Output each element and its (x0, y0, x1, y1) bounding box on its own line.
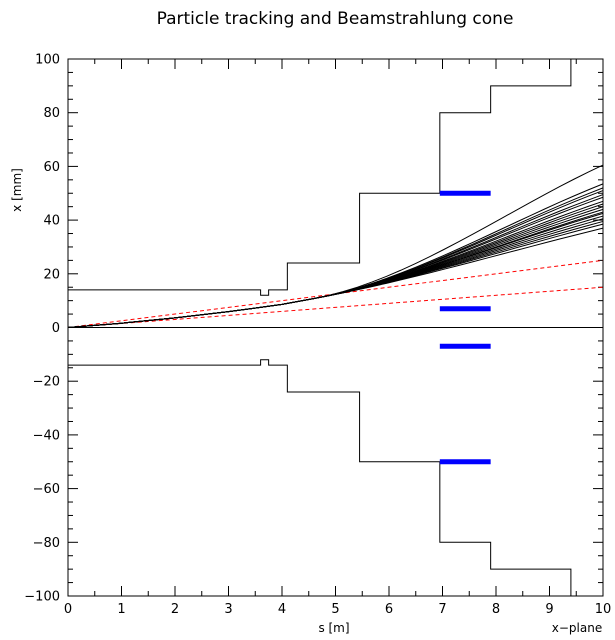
y-tick-label: 80 (43, 106, 60, 121)
x-tick-label: 4 (278, 602, 286, 617)
y-tick-label: −80 (33, 536, 60, 551)
y-tick-label: 20 (43, 267, 60, 282)
y-tick-label: −20 (33, 375, 60, 390)
y-tick-label: 60 (43, 160, 60, 175)
aperture-upper (68, 59, 572, 296)
track-line (67, 227, 604, 328)
x-tick-label: 1 (117, 602, 125, 617)
x-tick-label: 0 (64, 602, 72, 617)
x-tick-label: 7 (438, 602, 446, 617)
track-line (67, 218, 604, 328)
track-line (67, 203, 604, 328)
y-tick-label: −60 (33, 482, 60, 497)
track-line (67, 208, 604, 328)
x-tick-label: 10 (595, 602, 612, 617)
track-line (67, 200, 604, 328)
y-tick-label: −40 (33, 428, 60, 443)
track-line (67, 183, 604, 328)
plane-label: x−plane (552, 621, 602, 635)
x-tick-label: 6 (385, 602, 393, 617)
y-tick-label: 0 (52, 321, 60, 336)
track-line (67, 206, 604, 328)
track-line (67, 187, 604, 328)
cone-line (67, 286, 604, 328)
x-axis-label: s [m] (318, 621, 349, 635)
x-tick-label: 8 (492, 602, 500, 617)
y-tick-label: 100 (35, 53, 60, 68)
y-tick-label: −100 (24, 590, 60, 605)
x-tick-label: 9 (545, 602, 553, 617)
track-line (67, 211, 604, 328)
plot-area: 0 1 2 3 4 5 6 7 8 9 10 −100 −80 −60 −40 −20 0 20 40 60 80 100 (24, 53, 611, 618)
aperture-lower (68, 359, 572, 596)
x-tick-label: 2 (171, 602, 179, 617)
track-line (67, 220, 604, 328)
track-line (67, 196, 604, 328)
x-tick-label: 3 (224, 602, 232, 617)
y-tick-label: 40 (43, 214, 60, 229)
track-line (67, 223, 604, 328)
chart-title: Particle tracking and Beamstrahlung cone (157, 9, 514, 29)
y-axis-label: x [mm] (10, 168, 24, 212)
x-tick-label: 5 (331, 602, 339, 617)
